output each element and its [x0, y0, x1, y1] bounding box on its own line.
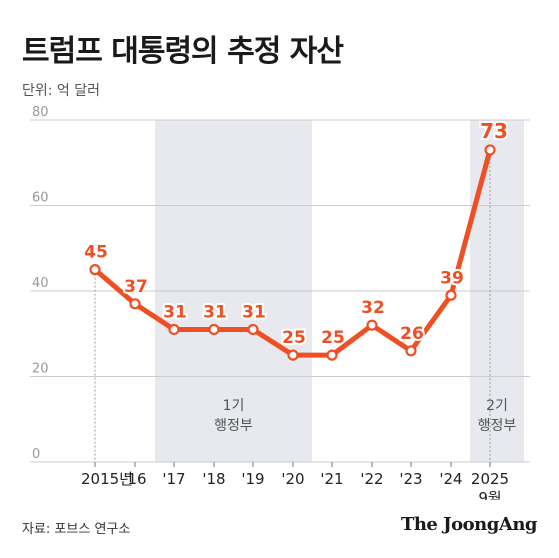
- period-label-line2: 행정부: [478, 418, 517, 434]
- x-tick-label: '21: [320, 470, 343, 488]
- period-label-line1: 1기: [223, 398, 245, 414]
- x-tick-label: '23: [399, 470, 422, 488]
- data-label: 31: [242, 302, 266, 322]
- data-label: 73: [480, 119, 508, 143]
- data-point: [445, 289, 457, 301]
- data-point: [326, 349, 338, 361]
- data-label: 37: [124, 277, 148, 297]
- period-label-line2: 행정부: [214, 418, 253, 434]
- x-tick-label: 2025: [471, 470, 509, 488]
- x-tick-label: '17: [162, 470, 185, 488]
- data-label: 31: [203, 302, 227, 322]
- y-tick-label: 60: [32, 191, 49, 206]
- x-tick-label: '19: [241, 470, 264, 488]
- data-point: [366, 319, 378, 331]
- data-label: 45: [84, 243, 108, 263]
- data-point: [168, 323, 180, 336]
- y-tick-label: 40: [32, 276, 49, 291]
- y-tick-label: 0: [32, 447, 40, 462]
- data-label: 39: [440, 268, 464, 288]
- data-point: [129, 298, 141, 310]
- data-point: [208, 323, 220, 336]
- period-label-line1: 2기: [486, 398, 508, 414]
- x-tick-label: '16: [123, 470, 146, 488]
- x-tick-sublabel: 9월: [478, 489, 501, 500]
- data-label: 31: [163, 302, 187, 322]
- data-point: [484, 144, 496, 156]
- x-tick-label: '18: [202, 470, 225, 488]
- source-note: 자료: 포브스 연구소: [22, 522, 131, 537]
- brand-logo: The JoongAng: [400, 514, 538, 535]
- data-point: [89, 264, 101, 276]
- data-label: 25: [321, 328, 345, 348]
- data-point: [405, 345, 417, 357]
- data-point: [287, 349, 299, 361]
- data-label: 32: [361, 298, 385, 318]
- unit-label: 단위: 억 달러: [22, 83, 101, 99]
- x-tick-label: 2015년: [81, 470, 133, 488]
- y-tick-label: 80: [32, 105, 49, 120]
- x-tick-label: '20: [281, 470, 304, 488]
- data-label: 26: [400, 324, 424, 344]
- data-point: [247, 323, 259, 336]
- x-tick-label: '24: [439, 470, 462, 488]
- y-tick-label: 20: [32, 362, 49, 377]
- x-tick-label: '22: [360, 470, 383, 488]
- data-label: 25: [282, 328, 306, 348]
- chart-title: 트럼프 대통령의 추정 자산: [22, 34, 344, 69]
